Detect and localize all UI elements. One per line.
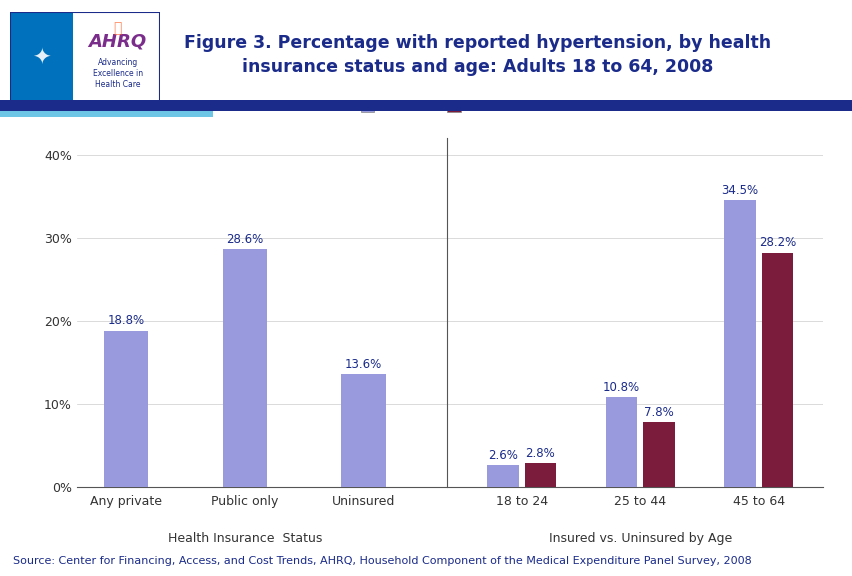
Text: Health Insurance  Status: Health Insurance Status [168,532,322,545]
Bar [486,465,518,487]
Text: Advancing
Excellence in
Health Care: Advancing Excellence in Health Care [93,58,142,89]
Text: 28.6%: 28.6% [226,233,263,246]
Bar [642,422,674,487]
Bar [524,464,556,487]
Text: 34.5%: 34.5% [721,184,757,197]
Text: 28.2%: 28.2% [758,236,796,249]
FancyBboxPatch shape [72,12,159,107]
Text: ⌢: ⌢ [113,21,122,35]
Text: ✦: ✦ [32,49,51,69]
Text: 2.8%: 2.8% [525,447,555,460]
Text: 7.8%: 7.8% [643,406,673,419]
FancyBboxPatch shape [10,12,72,107]
Text: AHRQ: AHRQ [89,33,147,51]
Text: 2.6%: 2.6% [487,449,517,462]
Bar [605,397,636,487]
Bar [341,374,385,487]
Bar [761,253,792,487]
Text: Insured vs. Uninsured by Age: Insured vs. Uninsured by Age [548,532,731,545]
Bar [222,249,267,487]
Text: 10.8%: 10.8% [602,381,639,394]
Legend: Insured, Uninsured: Insured, Uninsured [355,96,544,120]
Text: Source: Center for Financing, Access, and Cost Trends, AHRQ, Household Component: Source: Center for Financing, Access, an… [13,556,751,566]
Bar [723,200,755,487]
Text: Figure 3. Percentage with reported hypertension, by health
insurance status and : Figure 3. Percentage with reported hyper… [184,34,770,75]
Text: 13.6%: 13.6% [344,358,382,370]
Bar [104,331,148,487]
Text: 18.8%: 18.8% [107,314,145,327]
